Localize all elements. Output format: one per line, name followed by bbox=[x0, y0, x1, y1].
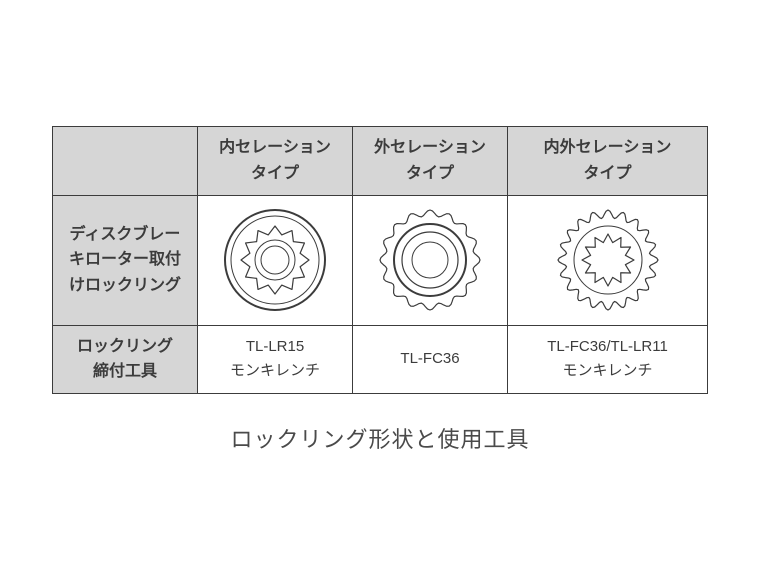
tool-inner: TL-LR15 モンキレンチ bbox=[198, 325, 353, 393]
col-header-outer-line2: タイプ bbox=[406, 165, 454, 182]
tool-both: TL-FC36/TL-LR11 モンキレンチ bbox=[508, 325, 708, 393]
col-header-both: 内外セレーション タイプ bbox=[508, 127, 708, 195]
tool-outer: TL-FC36 bbox=[353, 325, 508, 393]
tool-both-line2: モンキレンチ bbox=[562, 362, 652, 379]
col-header-both-line2: タイプ bbox=[583, 165, 631, 182]
caption: ロックリング形状と使用工具 bbox=[230, 422, 529, 454]
image-row-header-line3: けロックリング bbox=[69, 277, 181, 294]
col-header-inner-line1: 内セレーション bbox=[219, 139, 331, 156]
tool-row-header-line1: ロックリング bbox=[77, 338, 173, 355]
lockring-table: 内セレーション タイプ 外セレーション タイプ 内外セレーション タイプ ディス… bbox=[52, 126, 708, 393]
header-row: 内セレーション タイプ 外セレーション タイプ 内外セレーション タイプ bbox=[53, 127, 708, 195]
lockring-outer-icon bbox=[375, 205, 485, 315]
lockring-outer-cell bbox=[353, 195, 508, 325]
lockring-both-cell bbox=[508, 195, 708, 325]
tool-row-header-line2: 締付工具 bbox=[93, 363, 157, 380]
corner-cell bbox=[53, 127, 198, 195]
tool-outer-line1: TL-FC36 bbox=[400, 350, 459, 367]
tool-row: ロックリング 締付工具 TL-LR15 モンキレンチ TL-FC36 TL-FC… bbox=[53, 325, 708, 393]
lockring-inner-icon bbox=[220, 205, 330, 315]
tool-inner-line1: TL-LR15 bbox=[246, 338, 304, 355]
image-row-header: ディスクブレー キローター取付 けロックリング bbox=[53, 195, 198, 325]
lockring-both-icon bbox=[553, 205, 663, 315]
tool-row-header: ロックリング 締付工具 bbox=[53, 325, 198, 393]
lockring-table-container: 内セレーション タイプ 外セレーション タイプ 内外セレーション タイプ ディス… bbox=[52, 126, 708, 393]
col-header-both-line1: 内外セレーション bbox=[544, 139, 672, 156]
col-header-outer-line1: 外セレーション bbox=[374, 139, 486, 156]
tool-inner-line2: モンキレンチ bbox=[230, 362, 320, 379]
image-row-header-line1: ディスクブレー bbox=[70, 226, 181, 243]
image-row: ディスクブレー キローター取付 けロックリング bbox=[53, 195, 708, 325]
col-header-inner-line2: タイプ bbox=[251, 165, 299, 182]
image-row-header-line2: キローター取付 bbox=[69, 251, 181, 268]
col-header-outer: 外セレーション タイプ bbox=[353, 127, 508, 195]
col-header-inner: 内セレーション タイプ bbox=[198, 127, 353, 195]
lockring-inner-cell bbox=[198, 195, 353, 325]
tool-both-line1: TL-FC36/TL-LR11 bbox=[547, 338, 668, 355]
